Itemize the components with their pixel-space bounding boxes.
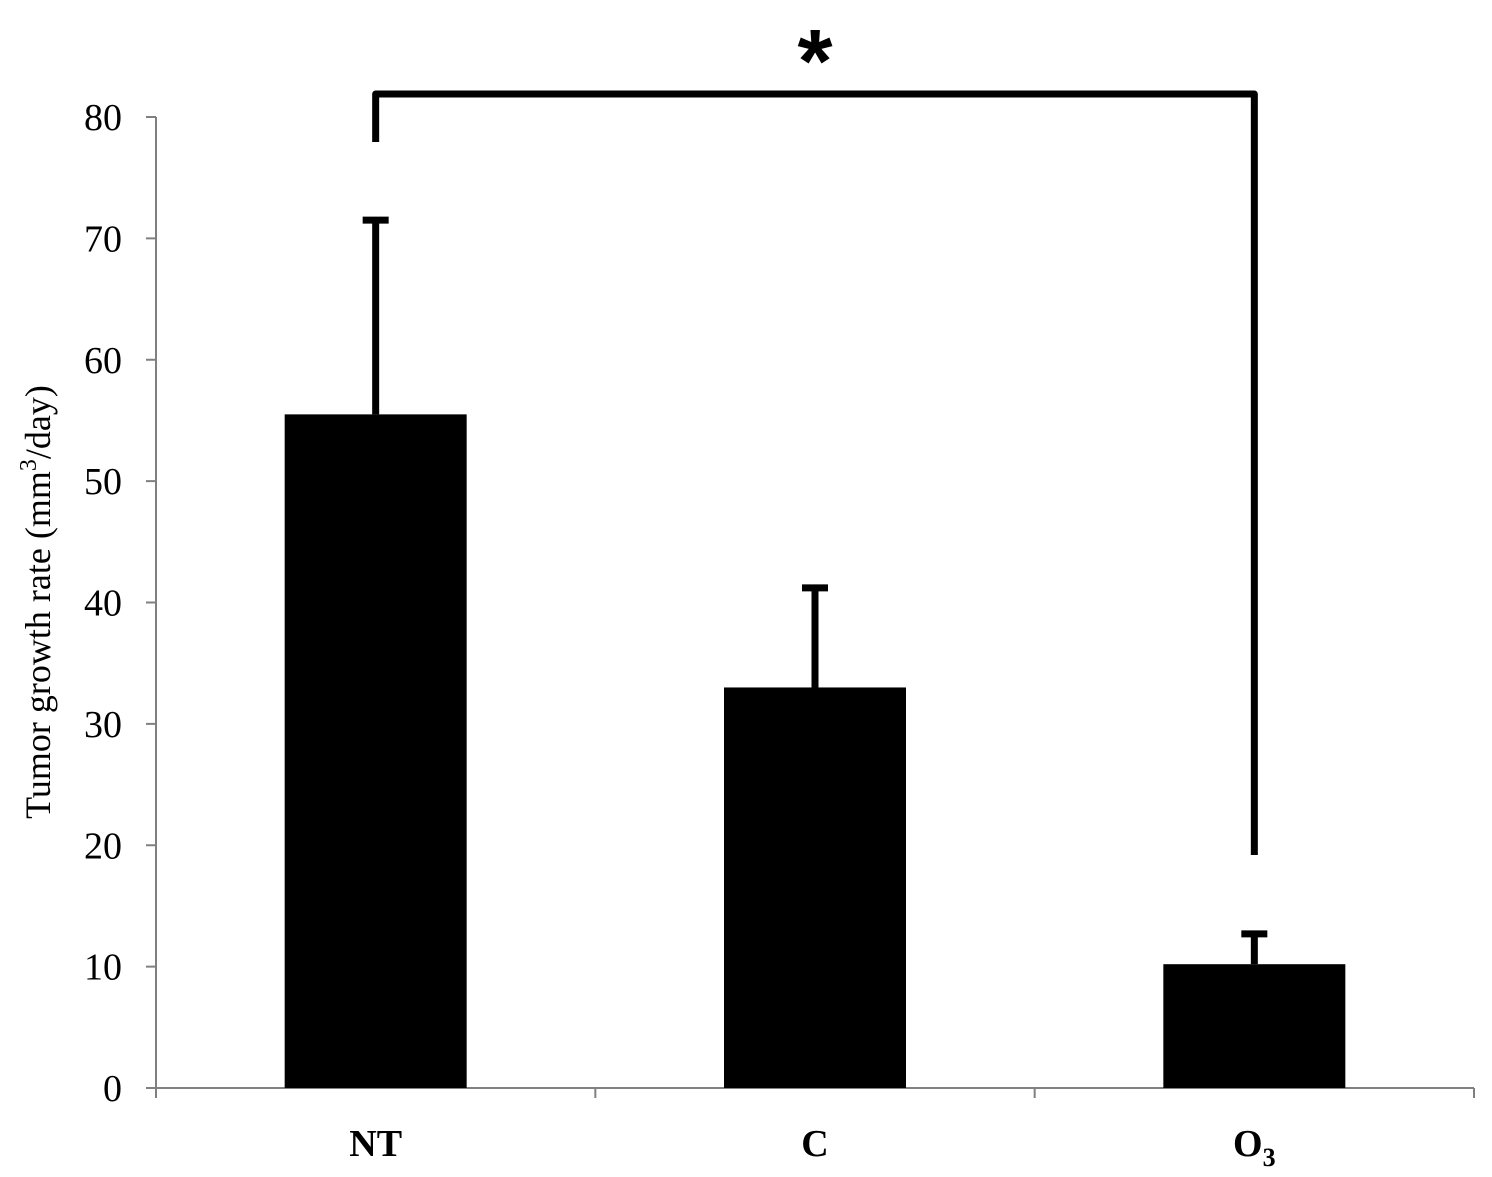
bar-o3 <box>1163 964 1346 1088</box>
y-tick-label: 70 <box>84 218 122 260</box>
y-axis-title: Tumor growth rate (mm3/day) <box>16 385 58 819</box>
y-axis-title-end: /day) <box>18 385 58 459</box>
y-tick-label: 50 <box>84 461 122 503</box>
y-tick-label: 20 <box>84 825 122 867</box>
significance-asterisk: * <box>797 12 832 112</box>
bar-c <box>724 687 906 1088</box>
bar-nt <box>284 414 467 1088</box>
bars <box>284 414 1346 1088</box>
category-label-o3: O3 <box>1233 1123 1276 1172</box>
y-tick-label: 60 <box>84 340 122 382</box>
significance-bracket: * <box>372 12 1258 855</box>
category-label-c: C <box>801 1123 828 1165</box>
y-tick-label: 10 <box>84 947 122 989</box>
y-tick-label: 0 <box>103 1068 122 1110</box>
y-ticks: 0 10 20 30 40 50 60 70 80 <box>84 97 156 1110</box>
category-labels: NT C O3 <box>349 1123 1275 1172</box>
y-tick-label: 40 <box>84 583 122 625</box>
significance-bracket-line <box>372 90 1258 855</box>
category-label-nt: NT <box>349 1123 402 1165</box>
y-axis-title-superscript: 3 <box>16 459 42 471</box>
x-ticks <box>155 1088 1475 1098</box>
y-tick-label: 30 <box>84 704 122 746</box>
error-bars <box>362 216 1268 965</box>
y-axis-title-main: Tumor growth rate (mm <box>18 471 58 819</box>
y-tick-label: 80 <box>84 97 122 139</box>
